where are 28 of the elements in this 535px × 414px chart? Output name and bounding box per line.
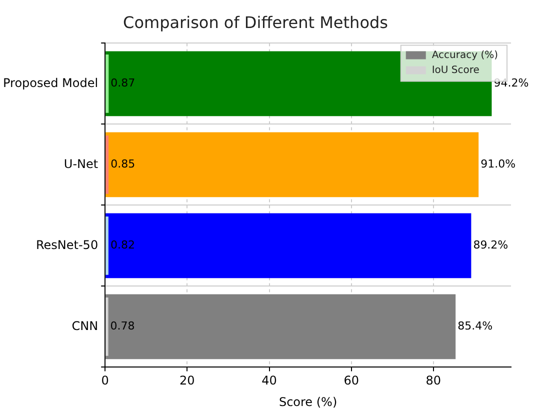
data-label: 0.78 bbox=[110, 320, 135, 333]
bar bbox=[106, 136, 109, 194]
y-tick-label: Proposed Model bbox=[3, 76, 98, 90]
y-tick-label: CNN bbox=[72, 318, 98, 333]
data-label: 89.2% bbox=[473, 238, 508, 252]
y-tick-label: U-Net bbox=[64, 156, 98, 171]
x-tick-label: 0 bbox=[101, 374, 109, 388]
bar bbox=[106, 132, 479, 198]
bar bbox=[106, 216, 108, 275]
data-label: 85.4% bbox=[458, 320, 493, 333]
data-label: 91.0% bbox=[480, 158, 516, 171]
data-label: 94.2% bbox=[494, 76, 529, 90]
data-label: 0.85 bbox=[110, 158, 136, 171]
chart-title: Comparison of Different Methods bbox=[123, 12, 388, 32]
bar bbox=[106, 54, 109, 113]
legend-label: IoU Score bbox=[432, 64, 480, 76]
x-tick-label: 40 bbox=[262, 374, 277, 388]
x-axis-title: Score (%) bbox=[278, 394, 338, 409]
y-tick-label: ResNet-50 bbox=[36, 238, 98, 252]
x-tick-label: 60 bbox=[344, 374, 359, 388]
bar bbox=[106, 294, 456, 360]
x-tick-label: 20 bbox=[180, 374, 195, 388]
data-label: 0.87 bbox=[110, 76, 136, 90]
legend-label: Accuracy (%) bbox=[432, 50, 498, 61]
bar bbox=[106, 213, 472, 278]
bar bbox=[106, 298, 108, 356]
x-tick-label: 80 bbox=[426, 374, 442, 388]
data-label: 0.82 bbox=[110, 238, 135, 252]
